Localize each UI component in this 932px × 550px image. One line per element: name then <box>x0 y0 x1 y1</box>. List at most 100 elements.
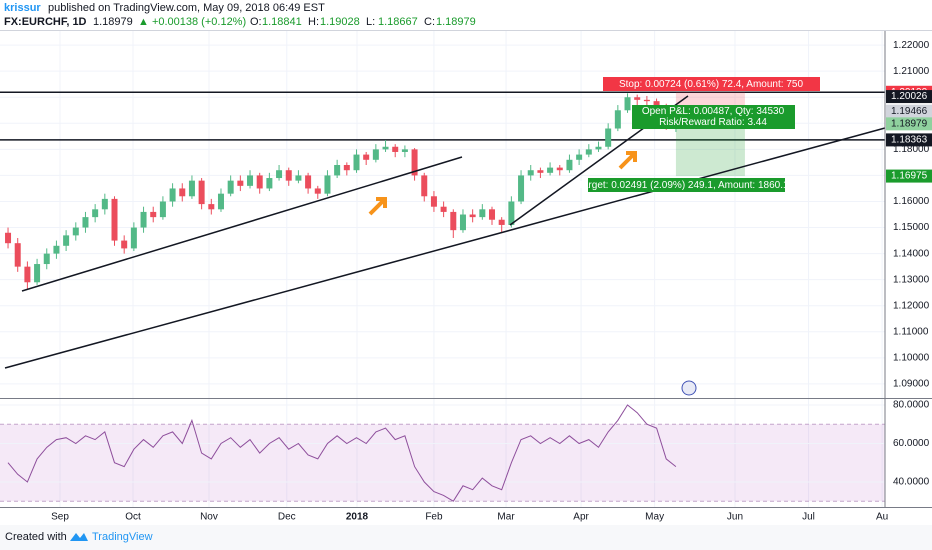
footer-bar <box>0 525 932 550</box>
candle-body <box>440 206 447 212</box>
candle-body <box>595 146 602 150</box>
y-tick-label: 1.12000 <box>893 300 930 311</box>
candle-body <box>498 219 505 225</box>
event-icon[interactable] <box>681 380 697 396</box>
pnl-box <box>632 105 795 129</box>
trendline <box>4 127 886 369</box>
ohlc-value: 1.18841 <box>262 16 302 28</box>
ohlc-key: O: <box>250 16 262 28</box>
y-tick-label: 40.0000 <box>893 477 930 488</box>
ohlc-value: 1.19028 <box>320 16 360 28</box>
candle-body <box>643 99 650 102</box>
candle-body <box>334 165 341 176</box>
candle-body <box>34 264 41 283</box>
y-tick-label: 1.14000 <box>893 248 930 259</box>
candle-body <box>605 128 612 147</box>
candle-body <box>198 180 205 205</box>
price-marker-label: 1.16975 <box>891 171 928 182</box>
candle-body <box>150 211 157 218</box>
candle-body <box>140 211 147 228</box>
footer-created: Created with <box>5 531 67 543</box>
candle-body <box>53 245 60 254</box>
candle-body <box>401 149 408 152</box>
candle-body <box>421 175 428 197</box>
candle-body <box>392 146 399 152</box>
price-marker <box>886 133 932 147</box>
price-marker <box>886 90 932 104</box>
candle-body <box>614 110 621 129</box>
candle-body <box>411 149 418 176</box>
candle-body <box>266 178 273 189</box>
y-tick-label: 1.18000 <box>893 144 930 155</box>
y-tick-label: 1.15000 <box>893 222 930 233</box>
candle-body <box>585 149 592 155</box>
price-marker-label: 1.19466 <box>891 106 928 117</box>
candle-body <box>508 201 515 225</box>
candle-body <box>227 180 234 194</box>
rsi-band <box>0 424 885 502</box>
y-tick-label: 1.22000 <box>893 40 930 51</box>
ohlc-key: C: <box>424 16 435 28</box>
candle-body <box>489 209 496 220</box>
candle-body <box>285 170 292 181</box>
rsi-line <box>7 404 677 502</box>
author[interactable]: krissur <box>4 2 41 14</box>
x-tick-label: Apr <box>573 512 589 523</box>
y-tick-label: 1.10000 <box>893 353 930 364</box>
x-tick-label: 2018 <box>346 512 369 523</box>
candle-body <box>217 193 224 210</box>
mark-layer <box>0 91 885 502</box>
candle-body <box>24 266 31 283</box>
arrow <box>368 197 387 216</box>
x-tick-label: Jul <box>802 512 815 523</box>
change: ▲ +0.00138 (+0.12%) <box>138 16 246 28</box>
candle-body <box>92 209 99 218</box>
candle-body <box>634 97 641 100</box>
candle-body <box>63 235 70 246</box>
candle-body <box>343 165 350 171</box>
stop-label: Stop: 0.00724 (0.61%) 72.4, Amount: 750 <box>619 79 803 90</box>
candle-body <box>450 211 457 231</box>
candle-body <box>353 154 360 171</box>
candle-body <box>305 175 312 189</box>
x-tick-label: Sep <box>51 512 69 523</box>
candle-body <box>324 175 331 194</box>
candle-body <box>547 167 554 173</box>
candle-body <box>111 198 118 241</box>
price-marker <box>886 169 932 183</box>
candle-body <box>179 188 186 197</box>
candle-body <box>537 170 544 173</box>
footer-brand[interactable]: TradingView <box>92 531 153 543</box>
price-marker <box>886 104 932 118</box>
y-tick-label: 1.13000 <box>893 274 930 285</box>
y-tick-label: 80.0000 <box>893 400 930 411</box>
price-marker <box>886 117 932 131</box>
candle-body <box>576 154 583 160</box>
candle-body <box>101 198 108 210</box>
candle-body <box>295 175 302 181</box>
price-marker-label: 1.18979 <box>891 118 928 129</box>
candle-body <box>14 243 21 267</box>
candle-body <box>479 209 486 218</box>
x-tick-label: Dec <box>278 512 296 523</box>
candle-body <box>469 214 476 218</box>
candle-body <box>256 175 263 189</box>
x-tick-label: May <box>645 512 664 523</box>
ohlc-key: L: <box>366 16 375 28</box>
rr-label: Risk/Reward Ratio: 3.44 <box>659 117 767 128</box>
candle-body <box>624 97 631 111</box>
candle-body <box>208 204 215 210</box>
candle-body <box>72 227 79 236</box>
ohlc-value: 1.18667 <box>378 16 418 28</box>
candle-body <box>566 159 573 171</box>
candle-body <box>130 227 137 249</box>
candle-body <box>237 180 244 186</box>
ohlc-value: 1.18979 <box>436 16 476 28</box>
price-marker-label: 1.20026 <box>891 91 928 102</box>
candle-body <box>43 253 50 265</box>
candle-body <box>459 214 466 231</box>
logo <box>70 533 88 541</box>
y-tick-label: 1.16000 <box>893 196 930 207</box>
x-tick-label: Au <box>876 512 888 523</box>
target-box <box>588 178 785 192</box>
